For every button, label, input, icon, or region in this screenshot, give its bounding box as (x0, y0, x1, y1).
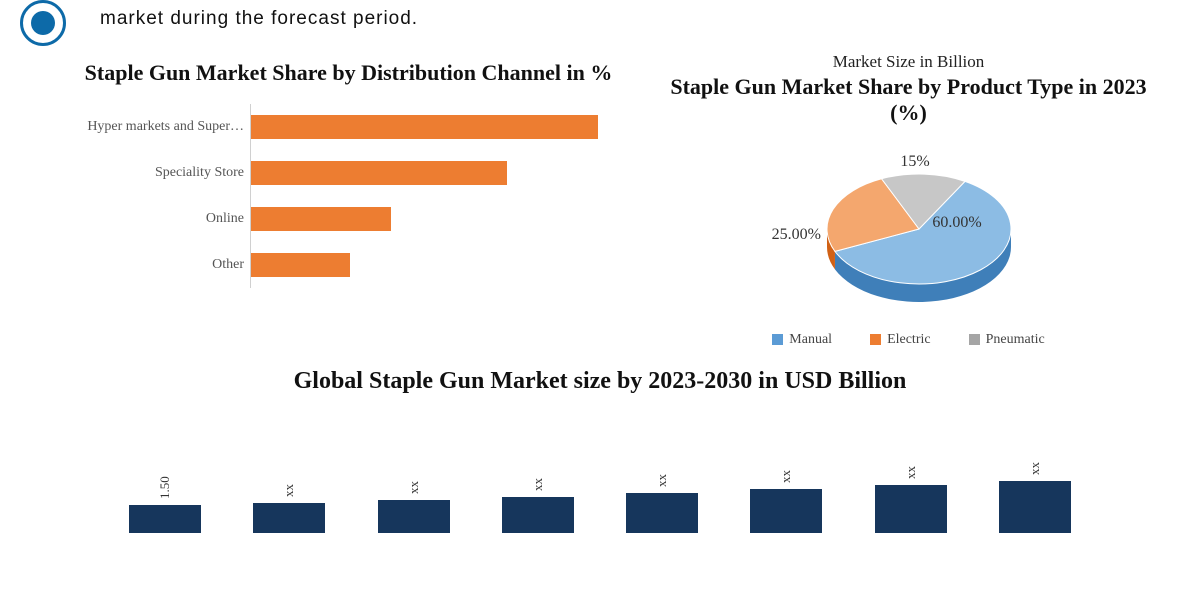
legend-swatch (969, 334, 980, 345)
pie-chart-svg: 60.00% 25.00% 15% (769, 144, 1049, 324)
pie-legend: Manual Electric Pneumatic (772, 332, 1044, 348)
hbar-bar (251, 161, 507, 185)
column-item: 1.50 (120, 465, 210, 533)
column-bar (378, 500, 450, 533)
legend-swatch (870, 334, 881, 345)
legend-item: Electric (870, 332, 931, 348)
logo (20, 8, 90, 46)
column-value-label: xx (1027, 441, 1043, 475)
column-item: xx (244, 463, 334, 533)
legend-item: Pneumatic (969, 332, 1045, 348)
column-bar (253, 503, 325, 533)
hbar-label: Online (60, 211, 250, 227)
column-chart-title: Global Staple Gun Market size by 2023-20… (80, 368, 1120, 395)
hbar-bar (251, 253, 350, 277)
hbar-bar (251, 207, 391, 231)
hbar-row: Online (60, 196, 647, 242)
column-bar (875, 485, 947, 533)
column-value-label: 1.50 (157, 465, 173, 499)
legend-label: Electric (887, 332, 931, 348)
column-value-label: xx (406, 460, 422, 494)
pie-slice-label: 60.00% (932, 214, 981, 231)
pie-slice-label: 15% (900, 153, 929, 170)
hbar-label: Other (60, 257, 250, 273)
column-bar (502, 497, 574, 533)
distribution-channel-chart: Staple Gun Market Share by Distribution … (30, 52, 657, 348)
column-bar (626, 493, 698, 533)
hbar-label: Hyper markets and Super… (60, 119, 250, 135)
column-value-label: xx (281, 463, 297, 497)
column-value-label: xx (778, 449, 794, 483)
market-size-chart: Global Staple Gun Market size by 2023-20… (0, 348, 1200, 533)
column-value-label: xx (530, 457, 546, 491)
legend-swatch (772, 334, 783, 345)
column-bar (999, 481, 1071, 533)
legend-item: Manual (772, 332, 832, 348)
hbar-row: Other (60, 242, 647, 288)
legend-label: Manual (789, 332, 832, 348)
column-item: xx (741, 449, 831, 533)
column-bar (750, 489, 822, 533)
header-text: market during the forecast period. (100, 8, 1180, 46)
column-item: xx (493, 457, 583, 533)
pie-slice-label: 25.00% (771, 226, 820, 243)
column-value-label: xx (654, 453, 670, 487)
pie-super-title: Market Size in Billion (667, 52, 1150, 72)
hbar-bar (251, 115, 598, 139)
column-item: xx (866, 445, 956, 533)
column-item: xx (990, 441, 1080, 533)
column-item: xx (369, 460, 459, 533)
bar-chart-title: Staple Gun Market Share by Distribution … (50, 60, 647, 86)
hbar-row: Speciality Store (60, 150, 647, 196)
legend-label: Pneumatic (986, 332, 1045, 348)
hbar-row: Hyper markets and Super… (60, 104, 647, 150)
column-bar (129, 505, 201, 533)
product-type-chart: Market Size in Billion Staple Gun Market… (657, 52, 1170, 348)
column-item: xx (617, 453, 707, 533)
hbar-label: Speciality Store (60, 165, 250, 181)
column-value-label: xx (903, 445, 919, 479)
pie-chart-title: Staple Gun Market Share by Product Type … (667, 74, 1150, 126)
